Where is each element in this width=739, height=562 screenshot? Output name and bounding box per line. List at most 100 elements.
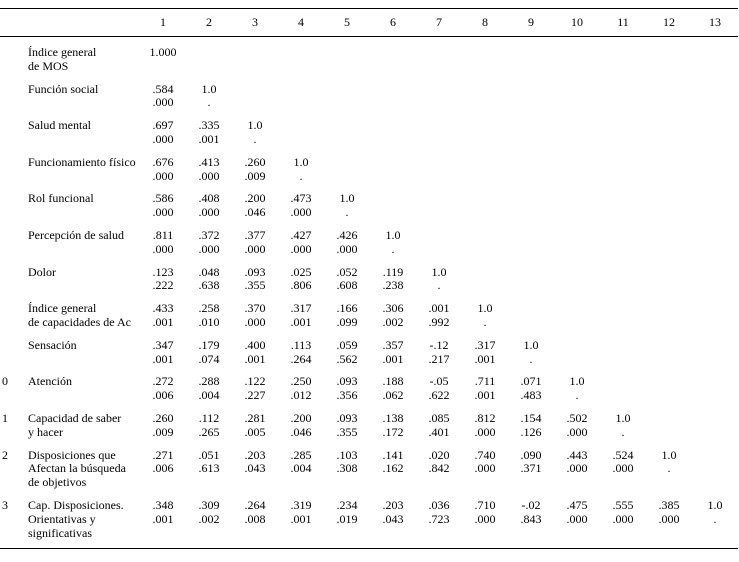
cell-pvalue: .000 bbox=[554, 513, 600, 527]
cell: .154.126 bbox=[508, 403, 554, 440]
table-row: Funcionamiento físico.676.000.413.000.26… bbox=[0, 147, 738, 184]
cell-pvalue: .000 bbox=[232, 316, 278, 330]
col-head: 1 bbox=[140, 9, 186, 37]
cell-pvalue: .000 bbox=[554, 462, 600, 476]
header-row: 1 2 3 4 5 6 7 8 9 10 11 12 13 bbox=[0, 9, 738, 37]
cell-value: .812 bbox=[462, 412, 508, 426]
cell bbox=[416, 183, 462, 220]
cell bbox=[646, 293, 692, 330]
cell bbox=[416, 74, 462, 111]
cell-pvalue: .001 bbox=[370, 353, 416, 367]
row-label: Cap. Disposiciones.Orientativas ysignifi… bbox=[10, 490, 140, 549]
cell-pvalue: .355 bbox=[232, 279, 278, 293]
cell-value: .123 bbox=[140, 266, 186, 280]
cell bbox=[692, 147, 738, 184]
cell: .584.000 bbox=[140, 74, 186, 111]
cell-pvalue: .217 bbox=[416, 353, 462, 367]
cell-value: .025 bbox=[278, 266, 324, 280]
cell-pvalue: .162 bbox=[370, 462, 416, 476]
cell: .258.010 bbox=[186, 293, 232, 330]
cell: .090.371 bbox=[508, 440, 554, 490]
cell: .443.000 bbox=[554, 440, 600, 490]
cell bbox=[692, 220, 738, 257]
cell-pvalue: .608 bbox=[324, 279, 370, 293]
cell-pvalue: .006 bbox=[140, 462, 186, 476]
cell bbox=[416, 110, 462, 147]
cell: .285.004 bbox=[278, 440, 324, 490]
cell: 1.000 bbox=[140, 37, 186, 74]
cell bbox=[646, 330, 692, 367]
cell-value: .427 bbox=[278, 229, 324, 243]
cell: .025.806 bbox=[278, 257, 324, 294]
cell-value: .113 bbox=[278, 339, 324, 353]
cell-value: .413 bbox=[186, 156, 232, 170]
cell: .524.000 bbox=[600, 440, 646, 490]
cell-value: .309 bbox=[186, 499, 232, 513]
cell: 1.0. bbox=[416, 257, 462, 294]
cell-pvalue: .009 bbox=[232, 170, 278, 184]
cell: 1.0. bbox=[232, 110, 278, 147]
cell-value: .586 bbox=[140, 192, 186, 206]
cell-value: -.12 bbox=[416, 339, 462, 353]
cell bbox=[646, 74, 692, 111]
cell: .272.006 bbox=[140, 366, 186, 403]
cell-pvalue: .562 bbox=[324, 353, 370, 367]
cell-value: 1.0 bbox=[232, 119, 278, 133]
cell bbox=[600, 293, 646, 330]
table-row: 1Capacidad de sabery hacer.260.009.112.2… bbox=[0, 403, 738, 440]
cell-pvalue: .000 bbox=[462, 513, 508, 527]
cell-pvalue: .992 bbox=[416, 316, 462, 330]
cell-value: 1.0 bbox=[600, 412, 646, 426]
cell: .370.000 bbox=[232, 293, 278, 330]
col-head: 13 bbox=[692, 9, 738, 37]
cell-pvalue: .000 bbox=[278, 206, 324, 220]
cell-value: -.02 bbox=[508, 499, 554, 513]
cell bbox=[324, 147, 370, 184]
row-index bbox=[0, 37, 10, 74]
cell: .020.842 bbox=[416, 440, 462, 490]
cell-value: .020 bbox=[416, 449, 462, 463]
cell bbox=[508, 293, 554, 330]
cell bbox=[370, 147, 416, 184]
cell: 1.0. bbox=[278, 147, 324, 184]
cell bbox=[692, 293, 738, 330]
cell-value: 1.0 bbox=[508, 339, 554, 353]
cell-value: .400 bbox=[232, 339, 278, 353]
cell-value: .141 bbox=[370, 449, 416, 463]
cell-value: 1.0 bbox=[692, 499, 738, 513]
cell: .203.043 bbox=[232, 440, 278, 490]
cell-value: .260 bbox=[232, 156, 278, 170]
cell-pvalue: .004 bbox=[278, 462, 324, 476]
cell bbox=[692, 183, 738, 220]
cell: .138.172 bbox=[370, 403, 416, 440]
col-head: 7 bbox=[416, 9, 462, 37]
cell: .123.222 bbox=[140, 257, 186, 294]
cell-pvalue: .062 bbox=[370, 389, 416, 403]
cell-value: .059 bbox=[324, 339, 370, 353]
table-row: Rol funcional.586.000.408.000.200.046.47… bbox=[0, 183, 738, 220]
cell bbox=[646, 37, 692, 74]
row-label: Salud mental bbox=[10, 110, 140, 147]
row-label: Funcionamiento físico bbox=[10, 147, 140, 184]
cell-pvalue: .000 bbox=[462, 426, 508, 440]
col-head: 3 bbox=[232, 9, 278, 37]
cell-value: .281 bbox=[232, 412, 278, 426]
cell-pvalue: .046 bbox=[278, 426, 324, 440]
cell bbox=[416, 220, 462, 257]
cell: .179.074 bbox=[186, 330, 232, 367]
cell bbox=[554, 257, 600, 294]
cell-pvalue: .012 bbox=[278, 389, 324, 403]
cell: .141.162 bbox=[370, 440, 416, 490]
cell bbox=[462, 257, 508, 294]
col-head: 12 bbox=[646, 9, 692, 37]
row-label: Dolor bbox=[10, 257, 140, 294]
cell-value: .200 bbox=[278, 412, 324, 426]
cell bbox=[692, 257, 738, 294]
cell-value: .258 bbox=[186, 302, 232, 316]
cell: .317.001 bbox=[462, 330, 508, 367]
cell: .112.265 bbox=[186, 403, 232, 440]
cell-pvalue: .002 bbox=[186, 513, 232, 527]
col-head: 10 bbox=[554, 9, 600, 37]
cell: .036.723 bbox=[416, 490, 462, 549]
cell-pvalue: .000 bbox=[140, 206, 186, 220]
